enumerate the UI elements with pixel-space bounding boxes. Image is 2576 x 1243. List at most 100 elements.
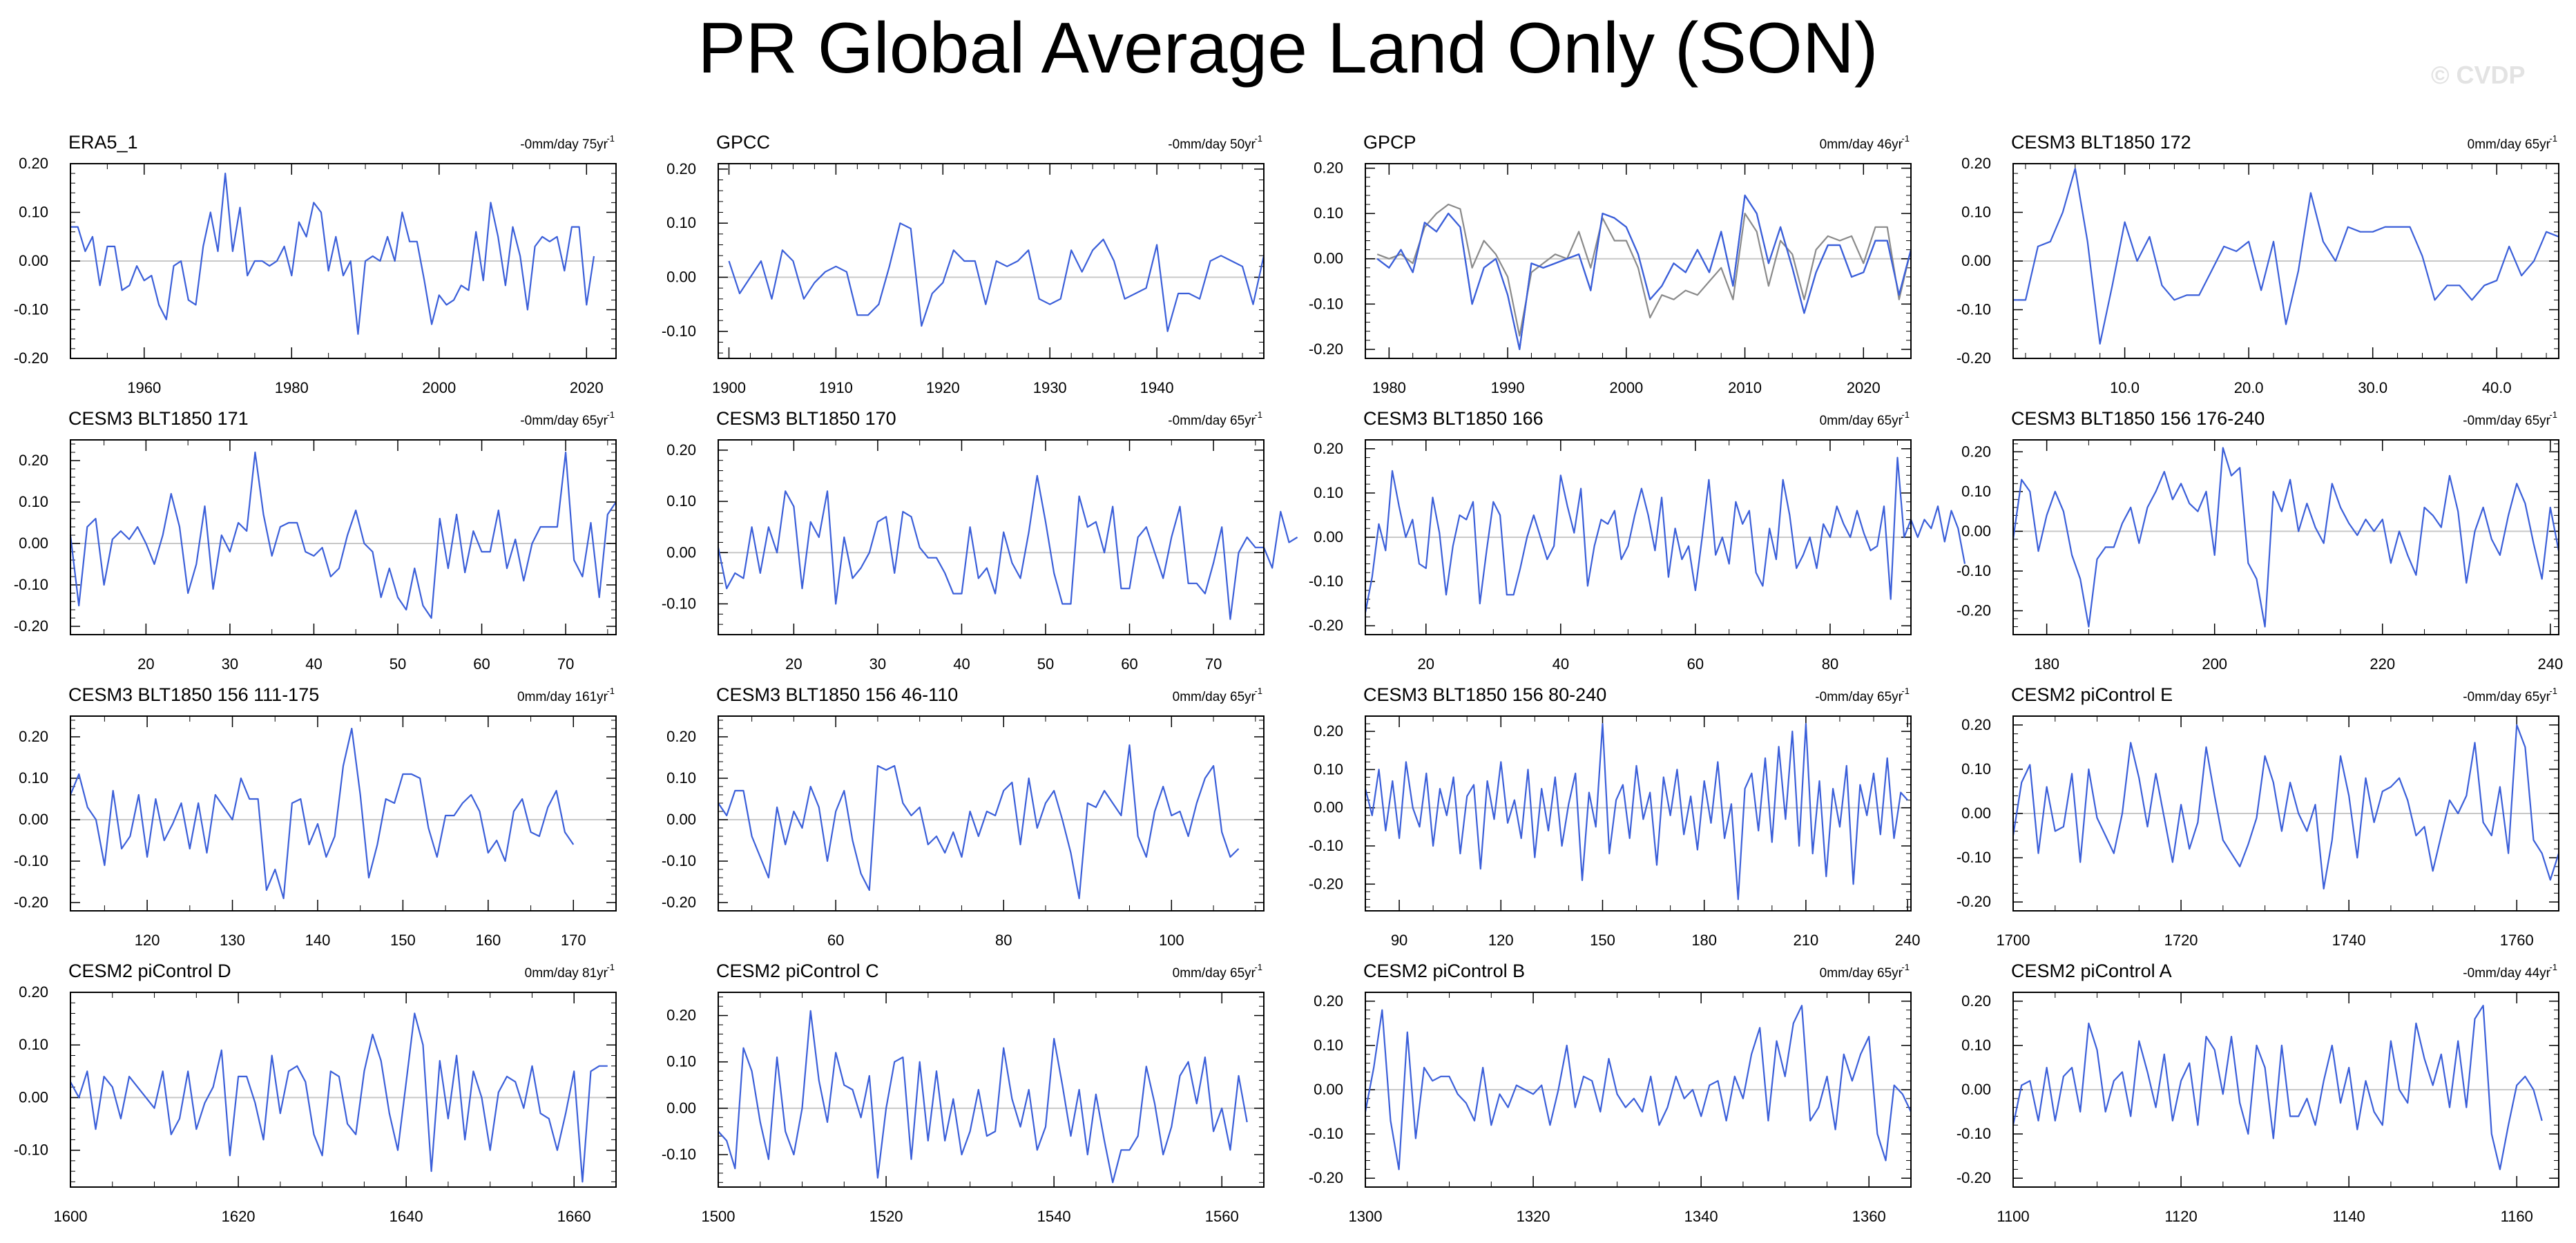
y-tick-label: 0.00 bbox=[1961, 1081, 1991, 1098]
x-tick-label: 2000 bbox=[1609, 379, 1643, 396]
y-tick-label: -0.10 bbox=[662, 322, 696, 340]
plot-frame bbox=[718, 715, 1265, 912]
plot-frame bbox=[70, 163, 617, 359]
y-tick-label: 0.20 bbox=[666, 728, 696, 745]
panel-4: CESM3 BLT1850 172 0mm/day 65yr-1 -0.20 -0.1… bbox=[1957, 132, 2559, 396]
y-tick-label: 0.20 bbox=[19, 155, 48, 172]
plot-frame bbox=[70, 439, 617, 635]
x-tick-label: 1540 bbox=[1037, 1208, 1071, 1225]
y-tick-label: 0.10 bbox=[19, 1036, 48, 1053]
x-tick-label: 1760 bbox=[2500, 932, 2534, 949]
panel-title: CESM3 BLT1850 170 bbox=[716, 408, 896, 429]
trend-label: -0mm/day 65yr bbox=[2463, 414, 2550, 428]
y-tick-label: 0.00 bbox=[666, 811, 696, 828]
x-tick-label: 1100 bbox=[1997, 1208, 2029, 1225]
y-tick-label: -0.10 bbox=[14, 301, 48, 318]
x-tick-label: 2000 bbox=[422, 379, 456, 396]
series-line bbox=[2013, 168, 2559, 345]
y-tick-label: 0.00 bbox=[666, 543, 696, 561]
plot-frame bbox=[718, 439, 1265, 635]
x-tick-label: 2010 bbox=[1728, 379, 1762, 396]
y-tick-label: -0.20 bbox=[1957, 349, 1991, 367]
x-tick-label: 140 bbox=[305, 932, 331, 949]
plot-frame bbox=[2012, 715, 2559, 912]
y-tick-label: 0.10 bbox=[19, 769, 48, 787]
x-tick-label: 30 bbox=[222, 655, 238, 673]
y-tick-label: 0.20 bbox=[666, 160, 696, 177]
plot-frame bbox=[2012, 439, 2559, 635]
x-tick-label: 20 bbox=[1418, 655, 1434, 673]
trend-superscript: -1 bbox=[2549, 962, 2557, 972]
y-tick-label: 0.10 bbox=[666, 492, 696, 510]
series-line bbox=[718, 1010, 1248, 1184]
y-tick-label: 0.20 bbox=[666, 441, 696, 459]
x-tick-label: 2020 bbox=[1847, 379, 1881, 396]
trend-label: -0mm/day 65yr bbox=[1815, 690, 1903, 704]
x-tick-label: 220 bbox=[2370, 655, 2395, 673]
y-tick-label: -0.10 bbox=[662, 852, 696, 869]
y-tick-label: 0.10 bbox=[19, 493, 48, 510]
plot-frame bbox=[1365, 163, 1912, 359]
x-tick-label: 1930 bbox=[1033, 379, 1067, 396]
y-tick-label: -0.10 bbox=[1957, 849, 1991, 866]
trend-superscript: -1 bbox=[1254, 962, 1262, 972]
watermark: © CVDP bbox=[2431, 61, 2526, 89]
series-line bbox=[70, 173, 595, 335]
y-tick-label: 0.10 bbox=[1961, 204, 1991, 221]
trend-superscript: -1 bbox=[2549, 409, 2557, 420]
y-tick-label: -0.20 bbox=[1957, 893, 1991, 910]
x-tick-label: 1120 bbox=[2164, 1208, 2197, 1225]
trend-superscript: -1 bbox=[1901, 409, 1910, 420]
trend-superscript: -1 bbox=[2549, 133, 2557, 144]
y-tick-label: 0.20 bbox=[1314, 160, 1343, 177]
y-tick-label: 0.00 bbox=[19, 1088, 48, 1106]
panel-title: CESM2 piControl D bbox=[68, 961, 231, 981]
trend-superscript: -1 bbox=[1901, 133, 1910, 144]
series-line bbox=[69, 451, 617, 619]
y-tick-label: 0.00 bbox=[666, 1099, 696, 1117]
y-tick-label: -0.10 bbox=[1309, 837, 1343, 854]
y-tick-label: 0.10 bbox=[1314, 204, 1343, 222]
x-tick-label: 1940 bbox=[1140, 379, 1174, 396]
panel-title: CESM3 BLT1850 166 bbox=[1363, 408, 1544, 429]
y-tick-label: 0.10 bbox=[19, 204, 48, 221]
x-tick-label: 1620 bbox=[222, 1208, 256, 1225]
trend-label: -0mm/day 65yr bbox=[2463, 690, 2550, 704]
x-tick-label: 1740 bbox=[2332, 932, 2366, 949]
panel-13: CESM2 piControl D 0mm/day 81yr-1 -0.10 0.00… bbox=[14, 961, 617, 1225]
y-tick-label: 0.10 bbox=[1961, 1037, 1991, 1054]
y-tick-label: -0.10 bbox=[1309, 572, 1343, 590]
trend-superscript: -1 bbox=[1901, 962, 1910, 972]
x-tick-label: 170 bbox=[561, 932, 586, 949]
panel-title: CESM3 BLT1850 156 111-175 bbox=[68, 684, 319, 705]
panel-title: GPCC bbox=[716, 132, 770, 153]
trend-label: -0mm/day 50yr bbox=[1168, 137, 1256, 152]
overlay-series-line bbox=[1376, 203, 1912, 337]
series-line bbox=[1364, 456, 1966, 613]
series-line bbox=[1376, 194, 1912, 350]
series-line bbox=[1376, 194, 1912, 350]
y-tick-label: 0.20 bbox=[19, 983, 48, 1001]
panel-16: CESM2 piControl A -0mm/day 44yr-1 -0.20 -0.… bbox=[1957, 961, 2559, 1225]
x-tick-label: 1900 bbox=[712, 379, 746, 396]
x-tick-label: 1140 bbox=[2332, 1208, 2365, 1225]
y-tick-label: -0.20 bbox=[1309, 1169, 1343, 1186]
x-tick-label: 150 bbox=[390, 932, 416, 949]
x-tick-label: 1960 bbox=[127, 379, 161, 396]
trend-label: 0mm/day 65yr bbox=[1173, 690, 1256, 704]
x-tick-label: 30 bbox=[869, 655, 886, 673]
y-tick-label: 0.00 bbox=[1961, 804, 1991, 822]
x-tick-label: 1720 bbox=[2164, 932, 2198, 949]
series-line bbox=[2012, 724, 2560, 890]
x-tick-label: 180 bbox=[1691, 932, 1717, 949]
y-tick-label: 0.20 bbox=[1314, 992, 1343, 1010]
x-tick-label: 1640 bbox=[390, 1208, 423, 1225]
y-tick-label: -0.10 bbox=[1957, 1125, 1991, 1142]
series-line bbox=[717, 474, 1298, 620]
panel-title: CESM3 BLT1850 156 176-240 bbox=[2011, 408, 2265, 429]
page-title: PR Global Average Land Only (SON) bbox=[698, 8, 1878, 88]
y-tick-label: 0.10 bbox=[666, 1053, 696, 1070]
plot-frame bbox=[1365, 439, 1912, 635]
plot-frame bbox=[718, 163, 1265, 359]
